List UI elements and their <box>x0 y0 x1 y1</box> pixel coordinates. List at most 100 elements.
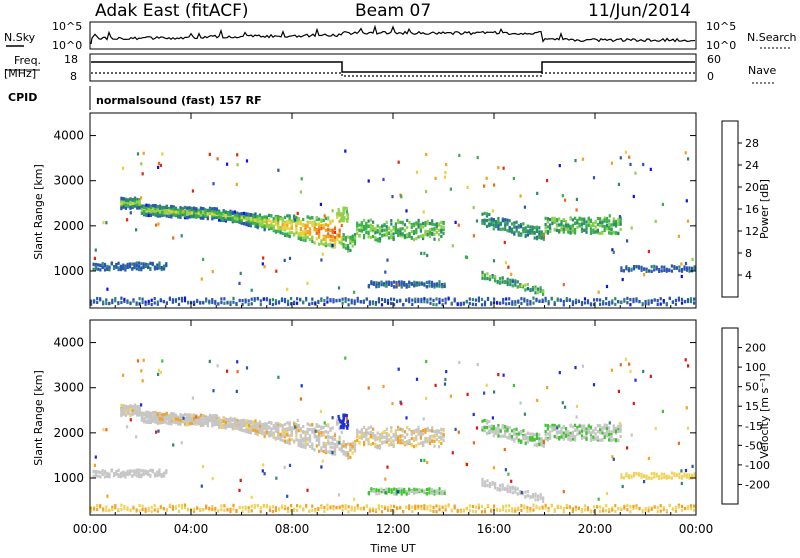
scatter-cell <box>422 225 424 228</box>
scatter-cell <box>307 437 309 440</box>
scatter-cell <box>406 426 408 429</box>
scatter-cell <box>375 508 377 511</box>
scatter-cell <box>225 417 227 420</box>
scatter-cell <box>413 284 415 287</box>
scatter-cell <box>681 505 683 508</box>
scatter-cell <box>635 472 637 475</box>
scatter-cell <box>545 223 547 226</box>
scatter-cell <box>440 221 442 224</box>
scatter-cell <box>532 288 534 291</box>
scatter-cell <box>150 209 152 212</box>
scatter-cell <box>340 219 342 222</box>
scatter-cell <box>318 230 320 233</box>
scatter-cell <box>509 426 511 429</box>
scatter-cell <box>300 427 302 430</box>
scatter-cell <box>499 509 501 512</box>
scatter-cell <box>427 233 429 236</box>
scatter-cell <box>149 474 151 477</box>
scatter-cell <box>427 437 429 440</box>
scatter-cell <box>202 465 204 468</box>
scatter-cell <box>223 509 225 512</box>
scatter-cell <box>403 284 405 287</box>
scatter-cell <box>393 439 395 442</box>
scatter-cell <box>514 510 516 513</box>
scatter-cell <box>315 223 317 226</box>
scatter-cell <box>241 419 243 422</box>
scatter-cell <box>442 506 444 509</box>
scatter-cell <box>286 214 288 217</box>
scatter-cell <box>688 473 690 476</box>
scatter-cell <box>326 300 328 303</box>
scatter-cell <box>243 422 245 425</box>
scatter-cell <box>390 223 392 226</box>
scatter-cell <box>123 505 125 508</box>
scatter-cell <box>139 407 141 410</box>
scatter-cell <box>683 475 685 478</box>
scatter-cell <box>374 438 376 441</box>
scatter-cell <box>493 259 495 262</box>
scatter-cell <box>320 431 322 434</box>
scatter-cell <box>428 487 430 490</box>
scatter-cell <box>323 510 325 513</box>
scatter-cell <box>369 510 371 513</box>
scatter-cell <box>161 413 163 416</box>
scatter-cell <box>142 505 144 508</box>
scatter-cell <box>186 213 188 216</box>
scatter-cell <box>295 429 297 432</box>
scatter-cell <box>207 217 209 220</box>
scatter-cell <box>370 224 372 227</box>
scatter-cell <box>268 219 270 222</box>
scatter-cell <box>688 266 690 269</box>
scatter-cell <box>486 384 488 387</box>
scatter-cell <box>611 162 613 165</box>
scatter-cell <box>151 299 153 302</box>
scatter-cell <box>248 303 250 306</box>
scatter-cell <box>200 214 202 217</box>
scatter-cell <box>375 285 377 288</box>
scatter-cell <box>316 229 318 232</box>
scatter-cell <box>239 428 241 431</box>
scatter-cell <box>232 297 234 300</box>
scatter-cell <box>145 204 147 207</box>
scatter-cell <box>291 231 293 234</box>
scatter-cell <box>673 265 675 268</box>
scatter-cell <box>406 440 408 443</box>
scatter-cell <box>452 451 454 454</box>
scatter-cell <box>638 267 640 270</box>
scatter-cell <box>316 216 318 219</box>
scatter-cell <box>598 498 600 501</box>
scatter-cell <box>387 506 389 509</box>
scatter-cell <box>626 504 628 507</box>
scatter-cell <box>426 298 428 301</box>
scatter-cell <box>601 428 603 431</box>
scatter-cell <box>532 495 534 498</box>
scatter-cell <box>136 264 138 267</box>
scatter-cell <box>334 231 336 234</box>
scatter-cell <box>505 509 507 512</box>
scatter-cell <box>408 297 410 300</box>
scatter-cell <box>261 216 263 219</box>
scatter-cell <box>653 265 655 268</box>
scatter-cell <box>638 300 640 303</box>
scatter-cell <box>216 208 218 211</box>
scatter-cell <box>358 224 360 227</box>
scatter-cell <box>236 421 238 424</box>
scatter-cell <box>672 507 674 510</box>
scatter-cell <box>353 498 355 501</box>
scatter-cell <box>592 430 594 433</box>
scatter-cell <box>281 299 283 302</box>
scatter-cell <box>196 507 198 510</box>
scatter-cell <box>542 497 544 500</box>
scatter-cell <box>192 189 194 192</box>
scatter-cell <box>411 490 413 493</box>
scatter-cell <box>289 227 291 230</box>
scatter-cell <box>438 233 440 236</box>
scatter-cell <box>378 297 380 300</box>
scatter-cell <box>124 268 126 271</box>
scatter-cell <box>125 414 127 417</box>
scatter-cell <box>436 432 438 435</box>
scatter-cell <box>606 220 608 223</box>
scatter-cell <box>416 378 418 381</box>
scatter-cell <box>584 508 586 511</box>
scatter-cell <box>581 218 583 221</box>
